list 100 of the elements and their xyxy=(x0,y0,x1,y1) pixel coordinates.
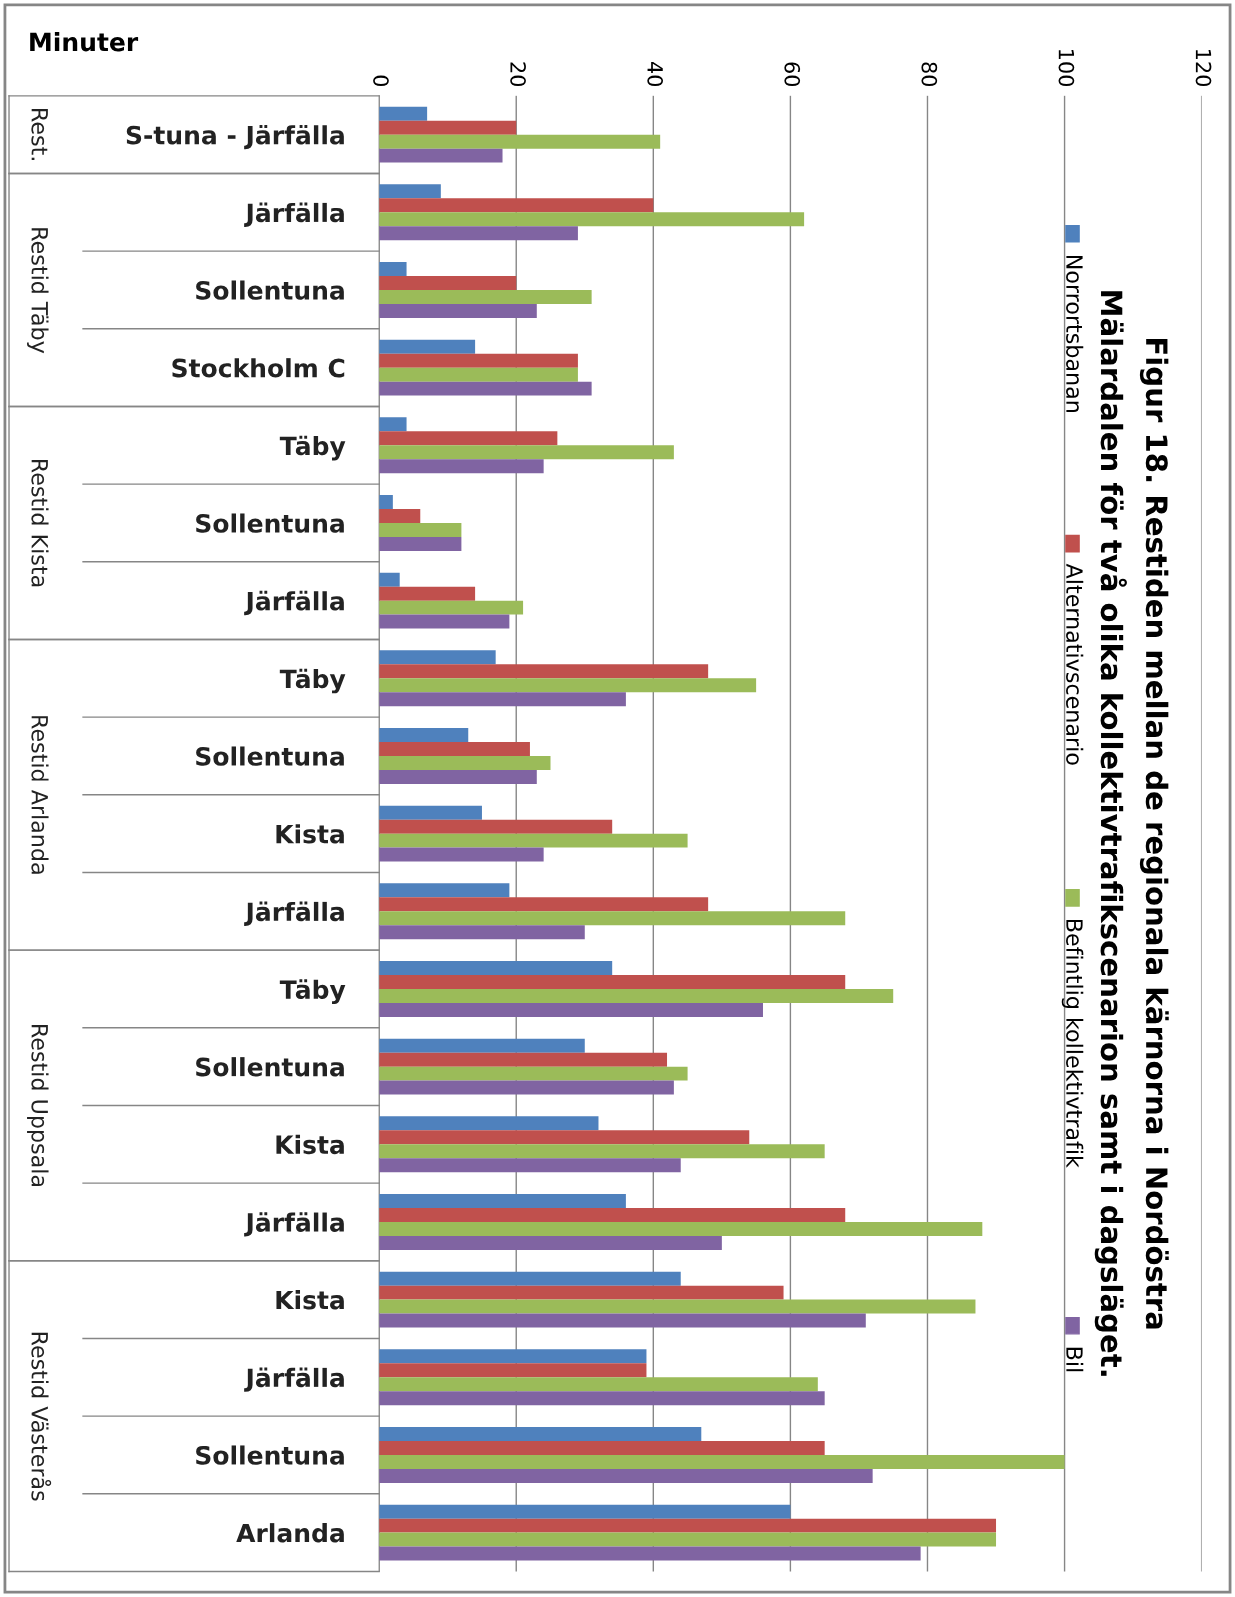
bar xyxy=(379,1426,702,1441)
text: Figur 18. Restiden mellan de regionala kärnorna i Nordöstra Mälardalen för två olika kollektivtrafikscenarion samt i dagsläget. xyxy=(1094,291,1169,1376)
bar xyxy=(379,459,544,474)
bar xyxy=(379,289,592,304)
y-tick-label: Sollentuna xyxy=(196,1057,344,1077)
bar xyxy=(379,148,503,163)
bar xyxy=(379,1207,846,1222)
bar xyxy=(379,741,530,756)
y-tick-label: Järfälla xyxy=(244,590,344,616)
bar xyxy=(379,495,393,509)
bar xyxy=(379,367,578,382)
y-tick-label: Täby xyxy=(279,668,346,694)
y-tick-label: Järfälla xyxy=(244,1212,344,1237)
x-tick-label: 80 xyxy=(921,62,938,87)
bar xyxy=(379,276,517,290)
bar xyxy=(379,120,517,135)
x-tick-label: 20 xyxy=(510,62,526,87)
text: Restid Arlanda xyxy=(31,716,49,874)
bar xyxy=(379,417,407,432)
y-axis-title: Minuter xyxy=(30,32,139,52)
bar xyxy=(379,1221,983,1236)
bar xyxy=(379,988,894,1003)
bar xyxy=(379,381,592,396)
y-tick-label: Sollentuna xyxy=(196,513,344,533)
bar xyxy=(379,212,805,227)
x-tick-label: 40 xyxy=(647,62,664,87)
bar xyxy=(379,1052,668,1067)
bar xyxy=(379,664,709,679)
bar xyxy=(379,1194,626,1208)
bar xyxy=(379,303,537,318)
bar xyxy=(379,1116,599,1131)
y-tick-label: S-tuna - Järfälla xyxy=(126,124,344,150)
x-tick-label: 100 xyxy=(1058,50,1075,87)
bar xyxy=(379,1532,997,1547)
bar xyxy=(379,678,757,693)
y-tick-label: Täby xyxy=(279,435,346,461)
bar xyxy=(379,1271,681,1286)
bar xyxy=(379,445,674,460)
bar xyxy=(379,805,482,820)
bar xyxy=(379,262,407,276)
bar xyxy=(379,974,846,989)
bar xyxy=(379,883,510,898)
bar xyxy=(379,755,551,770)
bar xyxy=(379,339,476,354)
bar xyxy=(379,1130,750,1145)
y-tick-label: Järfälla xyxy=(244,901,344,926)
bar xyxy=(379,522,462,537)
bar xyxy=(379,1313,866,1328)
bar xyxy=(379,572,400,587)
bar xyxy=(379,1504,791,1519)
text: Restid Uppsala xyxy=(27,1025,49,1187)
bar xyxy=(379,1546,921,1561)
legend-label: Alternativscenario xyxy=(1066,563,1084,765)
x-tick-label: 120 xyxy=(1195,50,1212,87)
legend-label: Bil xyxy=(1066,1347,1084,1372)
y-tick-label: Sollentuna xyxy=(196,1445,344,1465)
bar xyxy=(379,1002,763,1017)
bar xyxy=(379,897,709,912)
bar xyxy=(379,1158,681,1173)
bar xyxy=(379,1391,825,1406)
bar xyxy=(379,586,476,601)
bar xyxy=(379,819,613,834)
legend-label: Norrortsbanan xyxy=(1066,255,1084,412)
bar xyxy=(379,961,613,975)
bar xyxy=(379,769,537,784)
bar xyxy=(379,431,558,446)
bar xyxy=(379,1038,585,1053)
bar xyxy=(379,847,544,862)
bar xyxy=(379,614,510,629)
bar xyxy=(379,226,578,241)
y-tick-label: Arlanda xyxy=(236,1523,344,1543)
y-tick-label: Kista xyxy=(276,1290,344,1310)
bar xyxy=(379,1468,873,1483)
y-tick-label: Kista xyxy=(276,1134,344,1155)
x-tick-label: 0 xyxy=(373,75,389,87)
x-tick-label: 60 xyxy=(784,62,801,87)
bar xyxy=(379,353,578,368)
bar xyxy=(379,600,524,615)
bar xyxy=(379,198,654,213)
bar xyxy=(379,1299,976,1314)
y-tick-label: Järfälla xyxy=(244,202,344,227)
bar xyxy=(379,1377,818,1392)
text: Restid Täby xyxy=(27,228,49,354)
bar xyxy=(379,1285,784,1300)
y-tick-label: Stockholm C xyxy=(172,358,345,378)
bar xyxy=(379,1518,997,1533)
bar xyxy=(379,1080,674,1095)
bar xyxy=(379,1066,688,1081)
bar xyxy=(379,1349,647,1364)
bar xyxy=(379,536,462,551)
y-tick-label: Kista xyxy=(276,824,344,844)
bar xyxy=(379,134,661,149)
bar xyxy=(379,184,441,199)
text: Restid Kista xyxy=(31,459,49,587)
y-tick-label: Järfälla xyxy=(244,1367,344,1392)
legend-label: Befintlig kollektivtrafik xyxy=(1061,919,1084,1168)
bar xyxy=(379,650,496,665)
bar xyxy=(379,911,846,926)
bar xyxy=(379,509,421,523)
y-tick-label: Sollentuna xyxy=(196,280,344,300)
